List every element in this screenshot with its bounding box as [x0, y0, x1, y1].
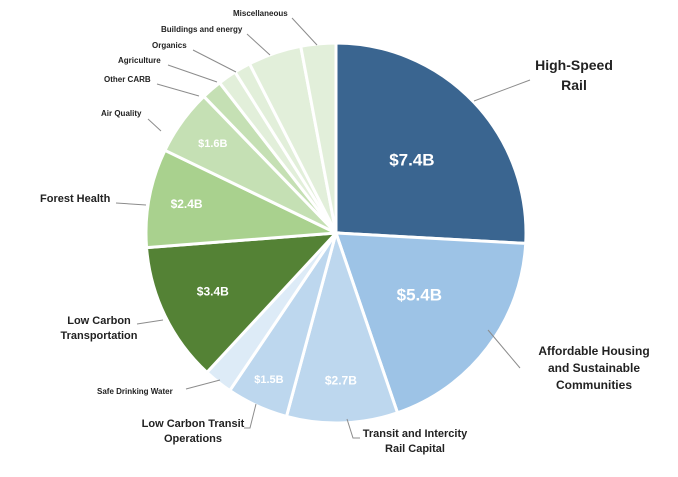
leader-line-carb: [156, 83, 200, 97]
category-label-line: Miscellaneous: [233, 9, 288, 18]
category-label-line: Other CARB: [104, 75, 151, 84]
category-label-line: Affordable Housing: [538, 344, 649, 358]
category-label-line: Low Carbon: [67, 315, 131, 327]
leader-line-fh: [115, 202, 147, 206]
category-label-line: and Sustainable: [548, 361, 640, 375]
value-label-lcto: $1.5B: [254, 374, 283, 386]
category-label-carb: Other CARB: [104, 75, 151, 84]
value-labels: $7.4B $5.4B $2.7B $1.5B $3.4B $2.4B $1.6B: [171, 138, 442, 387]
category-label-lct: Low Carbon Transportation: [60, 315, 137, 342]
category-label-aq: Air Quality: [101, 109, 142, 118]
category-label-line: Operations: [164, 433, 222, 445]
category-label-tirc: Transit and Intercity Rail Capital: [363, 428, 468, 455]
value-label-tirc: $2.7B: [325, 373, 357, 387]
leader-line-tirc: [346, 418, 360, 439]
leader-line-lcto: [244, 403, 257, 429]
leader-line-bld: [246, 33, 271, 56]
category-label-ahsc: Affordable Housing and Sustainable Communi…: [538, 344, 649, 392]
category-labels: High-Speed Rail Affordable Housing and Sust…: [40, 9, 650, 455]
leader-line-org: [192, 49, 237, 73]
category-label-line: Low Carbon Transit: [142, 418, 245, 430]
category-label-line: High-Speed: [535, 57, 613, 73]
category-label-line: Transportation: [60, 330, 137, 342]
leader-line-lct: [136, 319, 164, 325]
value-label-fh: $2.4B: [171, 197, 203, 211]
category-label-ag: Agriculture: [118, 56, 161, 65]
leader-line-ahsc: [487, 329, 521, 369]
category-label-fh: Forest Health: [40, 193, 111, 205]
category-label-sdw: Safe Drinking Water: [97, 387, 173, 396]
pie-slice-misc: [298, 41, 338, 234]
leader-line-sdw: [185, 379, 221, 390]
category-label-line: Air Quality: [101, 109, 142, 118]
category-label-line: Buildings and energy: [161, 25, 243, 34]
pie-slice-tirc: [284, 227, 400, 425]
category-label-line: Communities: [556, 378, 632, 392]
leader-line-ag: [167, 64, 218, 83]
category-label-org: Organics: [152, 41, 187, 50]
value-label-lct: $3.4B: [197, 285, 229, 299]
category-label-line: Rail: [561, 77, 587, 93]
leader-line-hsr: [473, 79, 531, 102]
leader-lines: [115, 17, 531, 439]
value-label-aq: $1.6B: [198, 138, 227, 150]
category-label-line: Transit and Intercity: [363, 428, 468, 440]
pie-slices: [144, 41, 528, 425]
category-label-line: Organics: [152, 41, 187, 50]
category-label-line: Rail Capital: [385, 443, 445, 455]
pie-slice-fh: [144, 148, 342, 250]
category-label-misc: Miscellaneous: [233, 9, 288, 18]
category-label-hsr: High-Speed Rail: [535, 57, 613, 93]
category-label-lcto: Low Carbon Transit Operations: [142, 418, 245, 445]
category-label-line: Forest Health: [40, 193, 111, 205]
category-label-line: Safe Drinking Water: [97, 387, 173, 396]
value-label-ahsc: $5.4B: [397, 286, 442, 305]
leader-line-aq: [147, 118, 162, 132]
pie-slice-hsr: [334, 41, 528, 246]
category-label-bld: Buildings and energy: [161, 25, 243, 34]
value-label-hsr: $7.4B: [389, 151, 434, 170]
leader-line-misc: [291, 17, 318, 46]
pie-slice-lct: [144, 231, 340, 375]
category-label-line: Agriculture: [118, 56, 161, 65]
